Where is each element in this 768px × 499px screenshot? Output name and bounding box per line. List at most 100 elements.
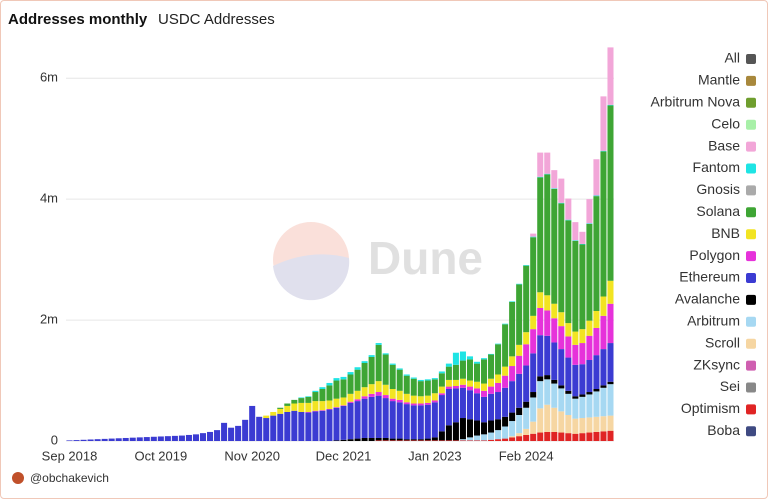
- bar-segment: [389, 363, 396, 365]
- bar-segment: [312, 392, 319, 402]
- bar-segment: [178, 435, 185, 441]
- bar-segment: [305, 396, 312, 403]
- bar-segment: [488, 393, 495, 421]
- bar-segment: [537, 381, 544, 409]
- legend-label[interactable]: Arbitrum Nova: [651, 94, 741, 110]
- bar-segment: [270, 411, 277, 416]
- bar-segment: [298, 398, 305, 403]
- bar-segment: [452, 352, 459, 365]
- bar-segment: [495, 374, 502, 383]
- bar-segment: [396, 390, 403, 400]
- legend-label[interactable]: Ethereum: [679, 269, 740, 285]
- bar-segment: [164, 436, 171, 441]
- bar-segment: [537, 176, 544, 178]
- bar-segment: [389, 440, 396, 441]
- legend-swatch: [746, 426, 756, 437]
- bar-segment: [459, 351, 466, 361]
- bar-segment: [509, 412, 516, 422]
- bar-segment: [221, 422, 228, 441]
- bar-segment: [445, 363, 452, 367]
- legend-label[interactable]: Avalanche: [675, 291, 740, 307]
- bar-segment: [382, 354, 389, 385]
- bar-segment: [607, 415, 614, 431]
- bar-segment: [607, 47, 614, 105]
- bar-segment: [382, 384, 389, 396]
- bar-segment: [375, 344, 382, 382]
- legend-label[interactable]: All: [724, 50, 740, 66]
- bar-segment: [333, 380, 340, 399]
- bar-segment: [481, 422, 488, 435]
- bar-segment: [558, 432, 565, 441]
- legend-label[interactable]: Arbitrum: [687, 313, 740, 329]
- bar-segment: [551, 431, 558, 441]
- bar-segment: [466, 440, 473, 441]
- bar-segment: [523, 265, 530, 333]
- legend-label[interactable]: Solana: [696, 203, 740, 219]
- bar-segment: [495, 392, 502, 420]
- bar-segment: [403, 375, 410, 394]
- y-tick-label: 0: [51, 432, 58, 447]
- bar-segment: [530, 237, 537, 316]
- bar-segment: [558, 312, 565, 327]
- x-tick-label: Feb 2024: [499, 448, 554, 463]
- legend-label[interactable]: Base: [708, 137, 740, 153]
- bar-segment: [298, 402, 305, 412]
- bar-segment: [235, 425, 242, 441]
- bar-segment: [403, 374, 410, 376]
- bar-segment: [572, 418, 579, 434]
- bar-segment: [593, 416, 600, 432]
- bar-segment: [466, 437, 473, 441]
- bar-segment: [586, 417, 593, 433]
- bar-segment: [466, 386, 473, 391]
- bar-segment: [579, 394, 586, 397]
- legend-label[interactable]: Boba: [707, 422, 740, 438]
- bar-segment: [115, 438, 122, 441]
- bar-segment: [417, 403, 424, 406]
- bar-segment: [80, 439, 87, 441]
- bar-segment: [354, 399, 361, 402]
- bar-segment: [452, 385, 459, 389]
- bar-segment: [277, 413, 284, 441]
- bar-segment: [375, 343, 382, 345]
- legend-label[interactable]: ZKsync: [693, 356, 740, 372]
- bar-segment: [459, 384, 466, 388]
- bar-segment: [607, 384, 614, 416]
- legend-label[interactable]: Polygon: [689, 247, 740, 263]
- bar-segment: [502, 387, 509, 417]
- author[interactable]: @obchakevich: [30, 471, 109, 485]
- bar-segment: [523, 332, 530, 345]
- bar-segment: [473, 381, 481, 389]
- legend-label[interactable]: Mantle: [698, 72, 740, 88]
- bar-segment: [537, 307, 544, 336]
- bar-segment: [544, 335, 551, 376]
- bar-segment: [488, 432, 495, 440]
- legend-label[interactable]: Celo: [711, 115, 740, 131]
- bar-segment: [481, 434, 488, 441]
- bar-segment: [438, 386, 445, 394]
- legend-label[interactable]: Optimism: [681, 400, 740, 416]
- bar-segment: [207, 431, 214, 441]
- bar-segment: [129, 437, 136, 441]
- bar-segment: [537, 432, 544, 441]
- bar-segment: [530, 329, 537, 354]
- bar-segment: [312, 410, 319, 412]
- bar-segment: [558, 203, 565, 313]
- bar-segment: [326, 382, 333, 386]
- legend-label[interactable]: Fantom: [693, 159, 740, 175]
- bar-segment: [473, 435, 481, 441]
- bar-segment: [256, 416, 263, 441]
- bar-segment: [516, 284, 523, 345]
- bar-segment: [495, 430, 502, 440]
- bar-segment: [473, 420, 481, 436]
- bar-segment: [368, 437, 375, 441]
- bar-segment: [368, 393, 375, 397]
- legend-label[interactable]: Scroll: [705, 334, 740, 350]
- legend-label[interactable]: Sei: [720, 378, 740, 394]
- bar-segment: [87, 439, 94, 441]
- bar-segment: [228, 427, 235, 441]
- legend-label[interactable]: BNB: [711, 225, 740, 241]
- legend-label[interactable]: Gnosis: [696, 181, 740, 197]
- bar-segment: [607, 104, 614, 106]
- bar-segment: [530, 315, 537, 330]
- bar-segment: [600, 431, 607, 441]
